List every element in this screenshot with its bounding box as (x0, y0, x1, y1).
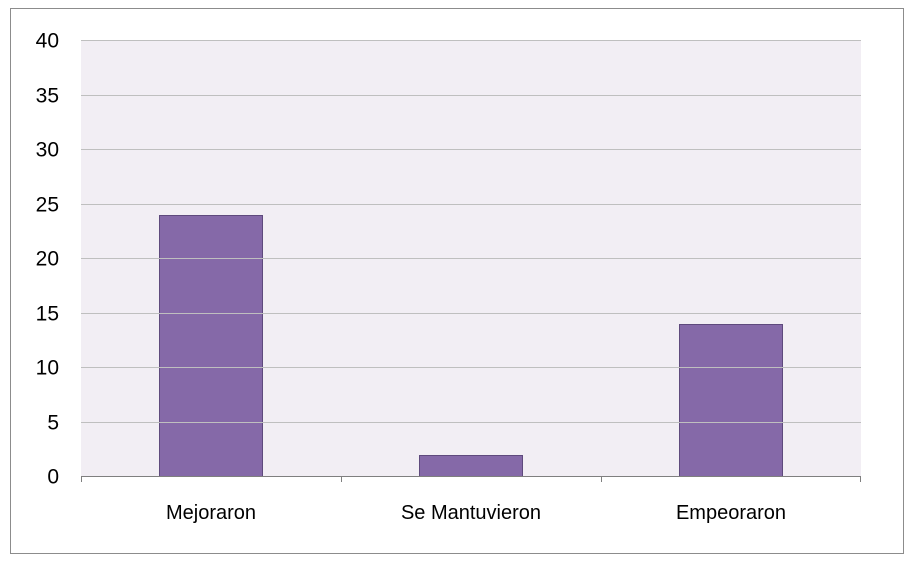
x-axis-tick (340, 477, 342, 482)
gridline (81, 40, 861, 41)
y-tick-label: 20 (35, 247, 59, 271)
bar-chart: 0 5 10 15 20 25 30 35 40 Mejoraron Se Mantuvieron… (10, 8, 904, 554)
bar-slot (341, 41, 601, 477)
bar-mejoraron (159, 215, 263, 477)
y-tick-label: 5 (47, 411, 59, 434)
x-axis-tick (860, 477, 861, 482)
y-tick-label: 30 (35, 138, 59, 162)
x-category-label-mejoraron: Mejoraron (165, 502, 257, 524)
gridline (81, 421, 861, 423)
x-category-label-empeoraron: Empeoraron (675, 502, 787, 524)
gridline (81, 149, 861, 150)
bar-se-mantuvieron (419, 455, 523, 477)
x-category-label-se-mantuvieron: Se Mantuvieron (400, 502, 542, 524)
x-axis-tick (81, 477, 82, 482)
x-axis-labels: Mejoraron Se Mantuvieron Empeoraron (81, 497, 861, 529)
gridline (81, 312, 861, 314)
x-axis-line (81, 476, 861, 477)
plot-area (81, 40, 861, 482)
bar-slot (81, 41, 341, 477)
gridline (81, 203, 861, 205)
gridline (81, 367, 861, 368)
y-tick-label: 35 (35, 84, 59, 107)
y-tick-label: 25 (35, 193, 59, 216)
bar-empeoraron (679, 324, 783, 477)
y-tick-label: 0 (47, 465, 59, 489)
y-tick-label: 15 (35, 302, 59, 325)
bar-slot (601, 41, 861, 477)
y-tick-label: 10 (35, 356, 59, 380)
gridline (81, 258, 861, 259)
x-axis-tick (600, 477, 602, 482)
y-axis: 0 5 10 15 20 25 30 35 40 (11, 31, 73, 488)
gridline (81, 94, 861, 96)
y-tick-label: 40 (35, 29, 59, 53)
bar-series (81, 41, 861, 477)
